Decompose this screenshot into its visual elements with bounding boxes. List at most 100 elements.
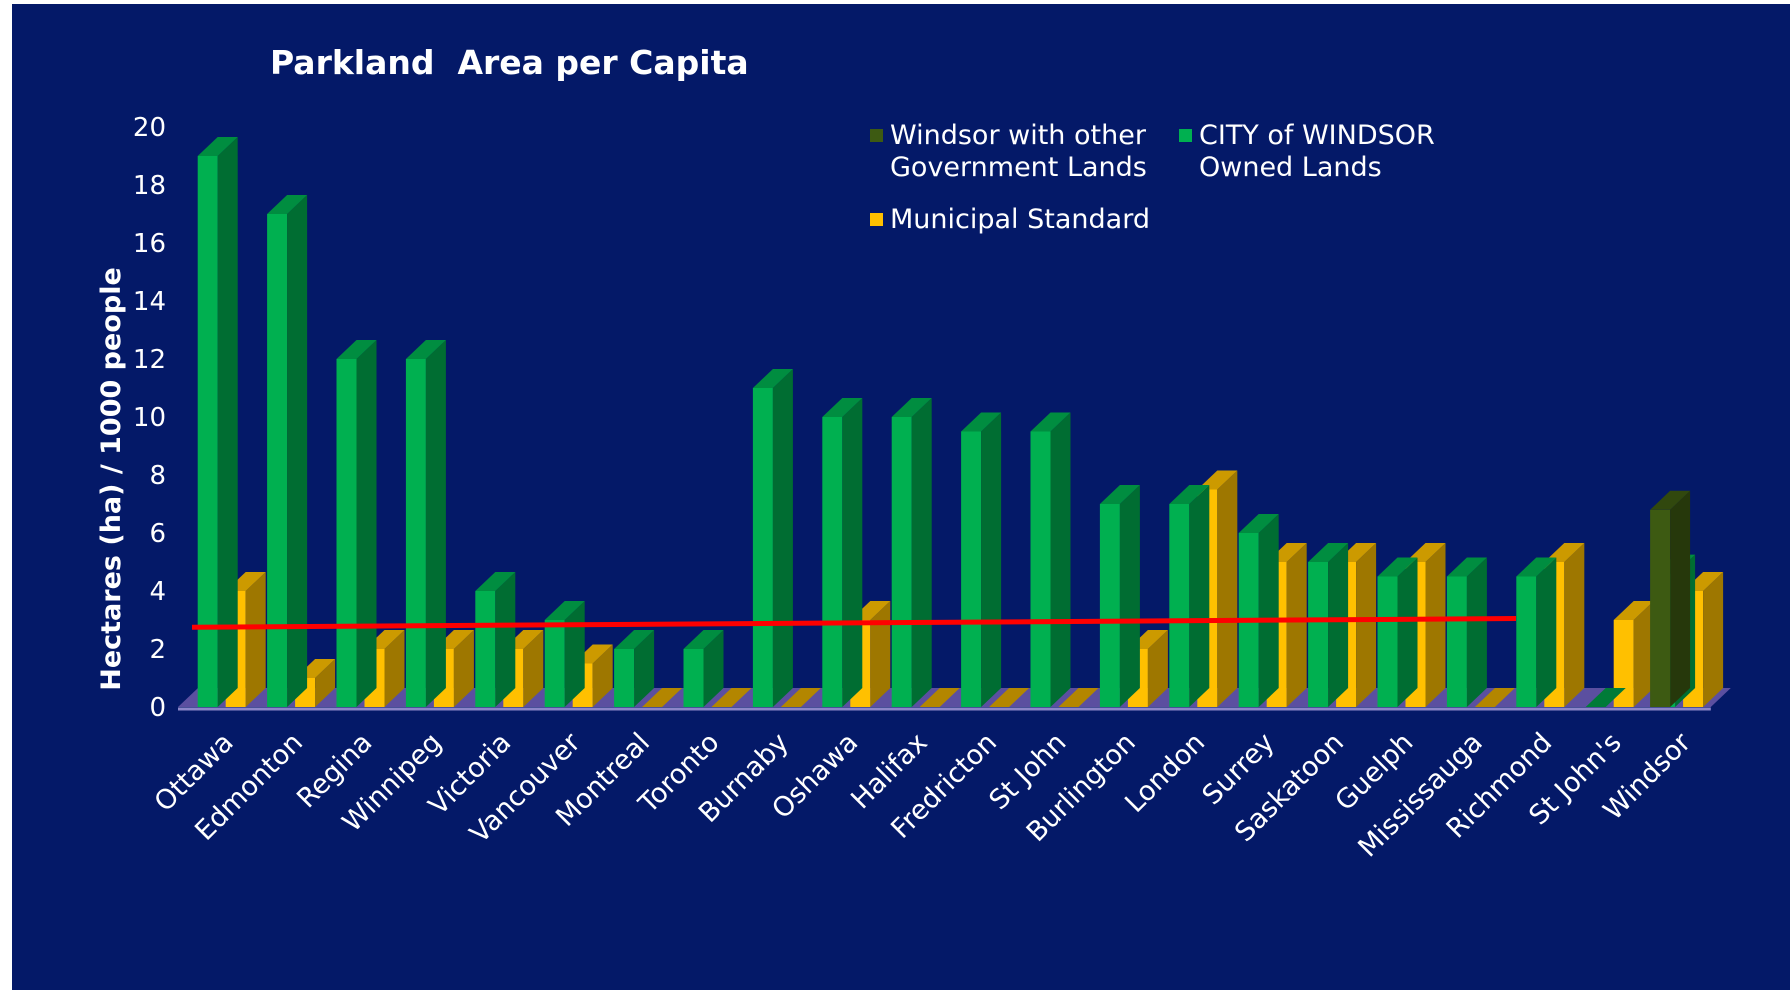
bar-group (1030, 412, 1099, 707)
y-tick-label: 20 (133, 113, 166, 143)
bar-front (891, 417, 912, 707)
bar-side (634, 630, 655, 707)
y-tick-label: 14 (133, 287, 166, 317)
bar-front (1308, 562, 1329, 707)
bar-top (1308, 543, 1349, 562)
chart-title: Parkland Area per Capita (270, 43, 749, 82)
y-tick-label: 16 (133, 229, 166, 259)
bar (336, 340, 377, 707)
bar (1377, 557, 1418, 707)
bar-top (1516, 557, 1557, 577)
bar-side (523, 630, 544, 707)
bar-side (245, 572, 266, 707)
bar-front (614, 649, 635, 707)
bar-top (1585, 688, 1626, 707)
bar (614, 630, 655, 707)
bar (891, 398, 932, 707)
bar-side (842, 398, 863, 707)
y-tick-label: 18 (133, 171, 166, 201)
bar-top (1238, 514, 1279, 533)
bar-front (1377, 576, 1398, 707)
bar-group (822, 398, 891, 707)
legend-swatch (870, 213, 883, 226)
bar-side (772, 369, 793, 707)
bar-front (1613, 620, 1634, 707)
bar-side (1536, 557, 1557, 707)
legend-label: Windsor with other (890, 120, 1147, 151)
parkland-bar-chart: Parkland Area per Capita Hectares (ha) /… (96, 43, 1731, 863)
bar-front (752, 388, 773, 707)
reference-line-layer (191, 616, 1517, 630)
bar-side (1633, 601, 1654, 707)
bar-group (683, 630, 752, 707)
bars (197, 137, 1724, 707)
bar-top (197, 137, 238, 156)
bar-side (1328, 543, 1349, 707)
bar-group (267, 195, 336, 707)
bar-top (780, 688, 821, 707)
bar-front (1446, 576, 1467, 707)
bar (1613, 601, 1654, 707)
bar-side (1466, 557, 1487, 707)
bar-group (961, 412, 1030, 707)
bar-front (822, 417, 843, 707)
bar-side (1425, 543, 1446, 707)
legend-label: Government Lands (890, 152, 1147, 183)
bar-group (336, 340, 405, 707)
legend-label: CITY of WINDSOR (1199, 120, 1435, 151)
bar-side (315, 659, 336, 707)
bar-side (1147, 630, 1168, 707)
bar-top (961, 412, 1002, 432)
bar-group (614, 630, 683, 707)
bar-side (1050, 412, 1071, 707)
bar-side (1356, 543, 1377, 707)
bar-group (1308, 543, 1377, 707)
bar-front (336, 359, 357, 707)
bar-side (981, 412, 1002, 707)
bar-group (1585, 601, 1654, 707)
bar-side (425, 340, 446, 707)
bar-side (384, 630, 405, 707)
bar (752, 369, 793, 707)
bar (780, 688, 821, 707)
bar-top (822, 398, 863, 417)
bar-group (1650, 490, 1724, 707)
x-axis-ticks: OttawaEdmontonReginaWinnipegVictoriaVanc… (149, 726, 1698, 863)
bar (475, 572, 516, 707)
y-axis-label: Hectares (ha) / 1000 people (96, 267, 127, 691)
bar-group (1169, 470, 1238, 707)
bar-front (1516, 576, 1537, 707)
bar (267, 195, 308, 707)
bar-top (919, 688, 960, 707)
bar-front (544, 620, 565, 707)
reference-line (191, 616, 1517, 630)
chart-slide: Parkland Area per Capita Hectares (ha) /… (12, 4, 1790, 990)
bar-top (544, 601, 585, 620)
bar (1169, 485, 1210, 707)
legend-label: Municipal Standard (890, 204, 1150, 235)
y-tick-label: 0 (149, 693, 166, 723)
bar-group (752, 369, 821, 707)
bar-front (1099, 504, 1120, 707)
bar-top (1446, 557, 1487, 577)
bar-top (1405, 543, 1446, 562)
bar-top (683, 630, 724, 649)
bar-top (1377, 557, 1418, 577)
bar (1650, 490, 1691, 707)
bar (1516, 557, 1557, 707)
bar-top (1169, 485, 1210, 504)
legend-swatch (870, 129, 883, 142)
bar-top (475, 572, 516, 591)
bar (1058, 688, 1099, 707)
bar-side (1286, 543, 1307, 707)
bar (822, 398, 863, 707)
bar-side (1217, 470, 1238, 707)
bar-group (1238, 514, 1307, 707)
bar-side (1189, 485, 1210, 707)
bar-top (614, 630, 655, 649)
bar (919, 688, 960, 707)
y-tick-label: 12 (133, 345, 166, 375)
bar-top (989, 688, 1030, 707)
